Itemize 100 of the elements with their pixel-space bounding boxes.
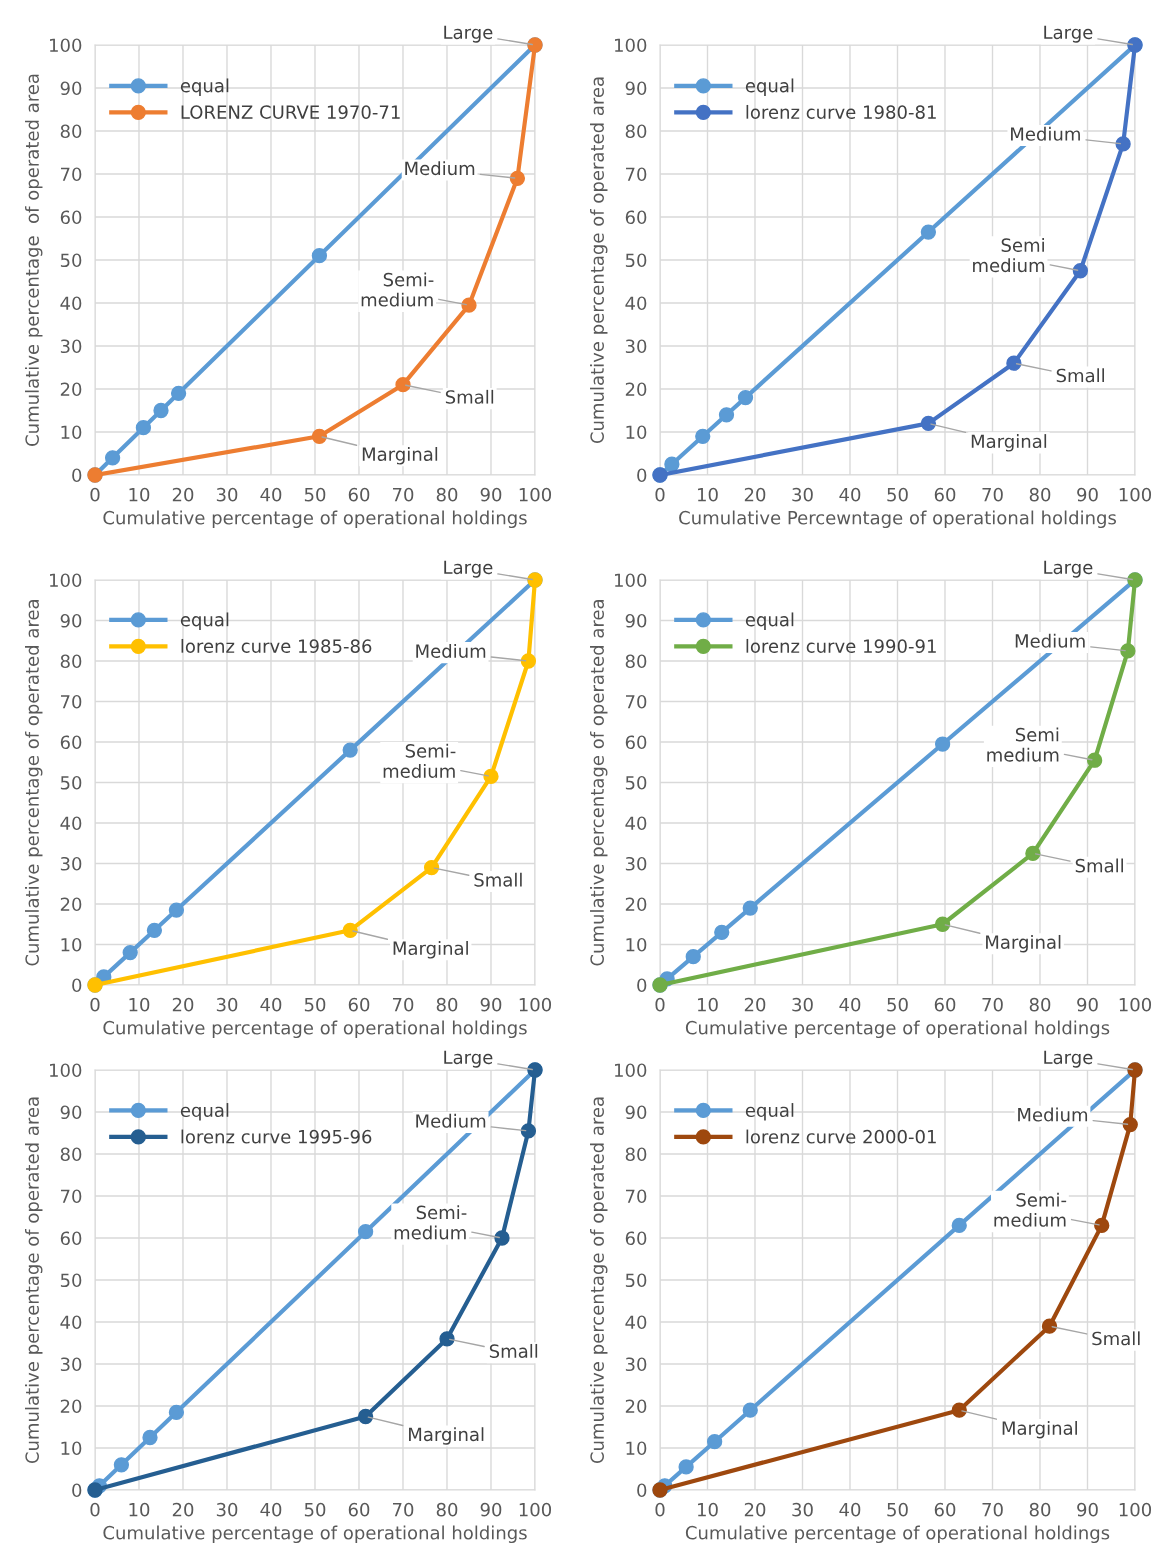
x-tick-label: 40 bbox=[260, 487, 282, 502]
point bbox=[1072, 263, 1089, 279]
annotation: Semi- medium bbox=[994, 1192, 1067, 1227]
y-tick-label: 100 bbox=[50, 1063, 82, 1078]
y-tick-label: 40 bbox=[60, 816, 82, 831]
x-tick-label: 90 bbox=[1077, 997, 1098, 1012]
annotation: Small bbox=[1056, 368, 1104, 383]
x-tick-label: 50 bbox=[304, 487, 326, 502]
y-tick-label: 0 bbox=[637, 468, 647, 483]
point bbox=[1041, 1318, 1058, 1334]
y-tick-label: 70 bbox=[626, 167, 647, 182]
annotation: Large bbox=[1044, 25, 1093, 43]
y-tick-label: 80 bbox=[625, 1147, 647, 1162]
annotation: Semi medium bbox=[973, 238, 1045, 273]
y-axis-title: Cumulative percentage of operated area bbox=[25, 1097, 43, 1464]
x-tick-label: 10 bbox=[129, 487, 150, 502]
y-tick-label: 30 bbox=[60, 1357, 82, 1372]
y-tick-label: 90 bbox=[625, 81, 647, 96]
point bbox=[509, 170, 526, 186]
y-tick-label: 50 bbox=[625, 253, 647, 268]
y-tick-label: 80 bbox=[60, 654, 82, 669]
y-tick-label: 80 bbox=[60, 124, 82, 139]
x-tick-label: 90 bbox=[480, 997, 502, 1012]
x-tick-label: 10 bbox=[698, 997, 718, 1012]
y-axis-title: Cumulative percentage of operated area bbox=[590, 600, 608, 966]
y-tick-label: 70 bbox=[61, 1189, 82, 1204]
point bbox=[1120, 643, 1136, 659]
annotation: Marginal bbox=[1002, 1420, 1077, 1439]
annotation: Large bbox=[444, 560, 493, 578]
annotation: Small bbox=[1092, 1331, 1140, 1346]
y-axis-title: Cumulative percentage of operated area bbox=[590, 77, 608, 444]
y-tick-label: 70 bbox=[61, 167, 82, 182]
point bbox=[520, 653, 537, 669]
x-tick-label: 20 bbox=[744, 1502, 766, 1517]
y-tick-label: 0 bbox=[637, 978, 647, 993]
y-tick-label: 60 bbox=[625, 735, 647, 750]
point bbox=[706, 1434, 723, 1450]
legend-label: lorenz curve 1995-96 bbox=[181, 1129, 372, 1144]
x-tick-label: 20 bbox=[172, 997, 194, 1012]
y-tick-label: 0 bbox=[637, 1483, 647, 1498]
x-tick-label: 80 bbox=[436, 487, 458, 502]
y-tick-label: 60 bbox=[60, 210, 82, 225]
x-tick-label: 50 bbox=[887, 487, 908, 502]
point bbox=[1086, 752, 1103, 768]
y-tick-label: 60 bbox=[60, 735, 82, 750]
point bbox=[357, 1224, 374, 1240]
x-tick-label: 10 bbox=[698, 487, 718, 502]
y-tick-label: 0 bbox=[72, 468, 82, 483]
y-tick-label: 30 bbox=[60, 339, 82, 354]
y-tick-label: 70 bbox=[626, 694, 647, 709]
x-tick-label: 90 bbox=[1077, 487, 1098, 502]
annotation: Marginal bbox=[393, 941, 468, 959]
legend-label: equal bbox=[180, 612, 229, 630]
point bbox=[678, 1459, 694, 1475]
y-tick-label: 80 bbox=[625, 124, 647, 139]
y-tick-label: 20 bbox=[625, 897, 647, 912]
point bbox=[395, 377, 411, 393]
y-axis-title: Cumulative percentage of operated area bbox=[25, 74, 43, 446]
y-tick-label: 100 bbox=[50, 38, 82, 53]
y-tick-label: 40 bbox=[60, 1315, 82, 1330]
x-tick-label: 40 bbox=[260, 1502, 282, 1517]
x-tick-label: 50 bbox=[304, 1502, 326, 1517]
point bbox=[168, 902, 185, 918]
annotation: Small bbox=[474, 872, 522, 887]
y-tick-label: 10 bbox=[61, 1441, 82, 1456]
y-tick-label: 30 bbox=[625, 1357, 647, 1372]
y-tick-label: 10 bbox=[626, 1441, 647, 1456]
x-tick-label: 90 bbox=[480, 487, 502, 502]
y-tick-label: 80 bbox=[625, 654, 647, 669]
y-tick-label: 40 bbox=[625, 1315, 647, 1330]
x-tick-label: 80 bbox=[436, 997, 458, 1012]
point bbox=[714, 924, 730, 940]
point bbox=[685, 949, 701, 965]
point bbox=[439, 1331, 455, 1347]
annotation: Marginal bbox=[986, 934, 1061, 953]
point bbox=[142, 1429, 158, 1446]
y-tick-label: 50 bbox=[60, 253, 82, 268]
point bbox=[342, 742, 358, 758]
annotation: Medium bbox=[416, 643, 486, 658]
x-tick-label: 30 bbox=[792, 997, 813, 1012]
annotation: Medium bbox=[405, 161, 475, 176]
x-tick-label: 10 bbox=[698, 1502, 718, 1517]
annotation: Medium bbox=[1018, 1107, 1088, 1122]
annotation: Medium bbox=[1011, 126, 1080, 141]
x-tick-label: 60 bbox=[934, 1502, 956, 1517]
point bbox=[1025, 845, 1041, 862]
legend-label: lorenz curve 1985-86 bbox=[181, 638, 372, 653]
y-tick-label: 90 bbox=[60, 1105, 82, 1120]
x-tick-label: 100 bbox=[519, 997, 552, 1012]
point bbox=[695, 428, 711, 444]
y-tick-label: 100 bbox=[50, 573, 82, 588]
x-tick-label: 40 bbox=[839, 997, 861, 1012]
x-tick-label: 100 bbox=[519, 1502, 552, 1517]
y-tick-label: 10 bbox=[61, 425, 82, 440]
x-tick-label: 80 bbox=[1029, 487, 1051, 502]
x-tick-label: 20 bbox=[744, 487, 766, 502]
annotation: Small bbox=[445, 389, 494, 404]
x-tick-label: 70 bbox=[392, 997, 414, 1012]
y-tick-label: 100 bbox=[615, 1063, 647, 1078]
y-tick-label: 10 bbox=[61, 937, 82, 952]
